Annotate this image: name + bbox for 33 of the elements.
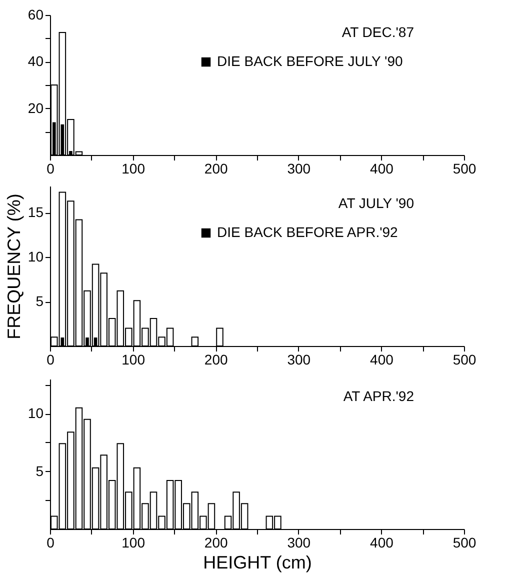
x-tick-label: 100 xyxy=(122,534,146,550)
x-tick-label: 0 xyxy=(46,352,55,368)
legend-label: DIE BACK BEFORE APR.'92 xyxy=(217,224,398,240)
x-tick-label: 0 xyxy=(46,160,55,176)
x-tick-label: 200 xyxy=(204,534,228,550)
legend-label: DIE BACK BEFORE JULY '90 xyxy=(217,53,403,69)
y-tick-label: 5 xyxy=(36,462,44,479)
y-tick-label: 5 xyxy=(36,293,44,310)
x-tick-label: 500 xyxy=(452,534,476,550)
y-tick-label: 15 xyxy=(28,204,44,220)
x-tick-label: 400 xyxy=(370,352,394,368)
y-axis-title: FREQUENCY (%) xyxy=(4,194,24,340)
x-tick-label: 0 xyxy=(46,534,55,550)
x-tick-label: 300 xyxy=(287,352,311,368)
x-tick-label: 500 xyxy=(452,352,476,368)
x-tick-label: 500 xyxy=(452,160,476,176)
annotation: AT JULY '90 xyxy=(338,195,414,211)
x-axis-title: HEIGHT (cm) xyxy=(203,552,312,572)
y-tick-label: 10 xyxy=(28,405,44,422)
y-tick-label: 20 xyxy=(28,100,44,116)
y-tick-label: 10 xyxy=(28,248,44,265)
x-tick-label: 300 xyxy=(287,534,311,550)
x-tick-label: 300 xyxy=(287,160,311,176)
x-tick-label: 200 xyxy=(204,352,228,368)
x-tick-label: 100 xyxy=(122,352,146,368)
annotation: AT APR.'92 xyxy=(343,388,414,404)
y-tick-label: 60 xyxy=(28,6,44,22)
annotation: AT DEC.'87 xyxy=(342,24,414,40)
x-tick-label: 400 xyxy=(370,160,394,176)
y-tick-label: 40 xyxy=(28,53,44,70)
x-tick-label: 100 xyxy=(122,160,146,176)
x-tick-label: 400 xyxy=(370,534,394,550)
x-tick-label: 200 xyxy=(204,160,228,176)
